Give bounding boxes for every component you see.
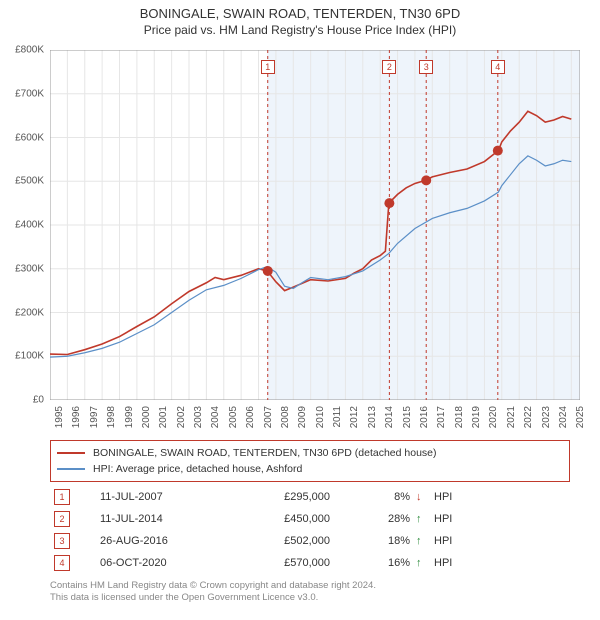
sale-marker-label: 3 xyxy=(419,60,433,74)
legend-row: HPI: Average price, detached house, Ashf… xyxy=(57,461,563,477)
legend-row: BONINGALE, SWAIN ROAD, TENTERDEN, TN30 6… xyxy=(57,445,563,461)
sales-row: 3 26-AUG-2016£502,00018%↑HPI xyxy=(50,530,570,552)
chart-title: BONINGALE, SWAIN ROAD, TENTERDEN, TN30 6… xyxy=(0,6,600,21)
sale-hpi-label: HPI xyxy=(434,535,474,547)
sale-pct: 18% xyxy=(360,535,416,547)
arrow-icon: ↑ xyxy=(416,557,434,569)
legend: BONINGALE, SWAIN ROAD, TENTERDEN, TN30 6… xyxy=(50,440,570,482)
sale-price: £450,000 xyxy=(230,513,360,525)
footer-line1: Contains HM Land Registry data © Crown c… xyxy=(50,580,570,592)
sale-hpi-label: HPI xyxy=(434,557,474,569)
sale-hpi-label: HPI xyxy=(434,491,474,503)
arrow-icon: ↓ xyxy=(416,491,434,503)
arrow-icon: ↑ xyxy=(416,513,434,525)
ytick-label: £600K xyxy=(2,132,44,143)
sales-row: 4 06-OCT-2020£570,00016%↑HPI xyxy=(50,552,570,574)
sale-number-box: 1 xyxy=(54,489,70,505)
sale-date: 26-AUG-2016 xyxy=(100,535,230,547)
sale-date: 11-JUL-2014 xyxy=(100,513,230,525)
sales-row: 2 11-JUL-2014£450,00028%↑HPI xyxy=(50,508,570,530)
title-block: BONINGALE, SWAIN ROAD, TENTERDEN, TN30 6… xyxy=(0,0,600,37)
sale-hpi-label: HPI xyxy=(434,513,474,525)
chart-svg xyxy=(50,50,580,400)
sale-marker-label: 4 xyxy=(491,60,505,74)
ytick-label: £700K xyxy=(2,88,44,99)
xtick-label: 2025 xyxy=(575,406,586,446)
sale-number-box: 3 xyxy=(54,533,70,549)
ytick-label: £300K xyxy=(2,263,44,274)
sale-price: £570,000 xyxy=(230,557,360,569)
sale-price: £295,000 xyxy=(230,491,360,503)
ytick-label: £400K xyxy=(2,220,44,231)
footer-line2: This data is licensed under the Open Gov… xyxy=(50,592,570,604)
ytick-label: £800K xyxy=(2,45,44,56)
footer: Contains HM Land Registry data © Crown c… xyxy=(50,580,570,605)
legend-swatch-hpi xyxy=(57,468,85,470)
arrow-icon: ↑ xyxy=(416,535,434,547)
sales-row: 1 11-JUL-2007£295,0008%↓HPI xyxy=(50,486,570,508)
chart-area: 1995199619971998199920002001200220032004… xyxy=(50,50,580,400)
legend-label-hpi: HPI: Average price, detached house, Ashf… xyxy=(93,463,302,475)
sale-number-box: 4 xyxy=(54,555,70,571)
legend-swatch-property xyxy=(57,452,85,455)
sale-date: 06-OCT-2020 xyxy=(100,557,230,569)
sales-table: 111-JUL-2007£295,0008%↓HPI211-JUL-2014£4… xyxy=(50,486,570,574)
ytick-label: £200K xyxy=(2,307,44,318)
sale-marker-label: 2 xyxy=(382,60,396,74)
sale-number-box: 2 xyxy=(54,511,70,527)
chart-subtitle: Price paid vs. HM Land Registry's House … xyxy=(0,23,600,37)
sale-price: £502,000 xyxy=(230,535,360,547)
sale-date: 11-JUL-2007 xyxy=(100,491,230,503)
sale-pct: 16% xyxy=(360,557,416,569)
ytick-label: £500K xyxy=(2,176,44,187)
ytick-label: £100K xyxy=(2,351,44,362)
sale-marker-label: 1 xyxy=(261,60,275,74)
container: BONINGALE, SWAIN ROAD, TENTERDEN, TN30 6… xyxy=(0,0,600,620)
ytick-label: £0 xyxy=(2,395,44,406)
legend-label-property: BONINGALE, SWAIN ROAD, TENTERDEN, TN30 6… xyxy=(93,447,437,459)
sale-pct: 8% xyxy=(360,491,416,503)
sale-pct: 28% xyxy=(360,513,416,525)
